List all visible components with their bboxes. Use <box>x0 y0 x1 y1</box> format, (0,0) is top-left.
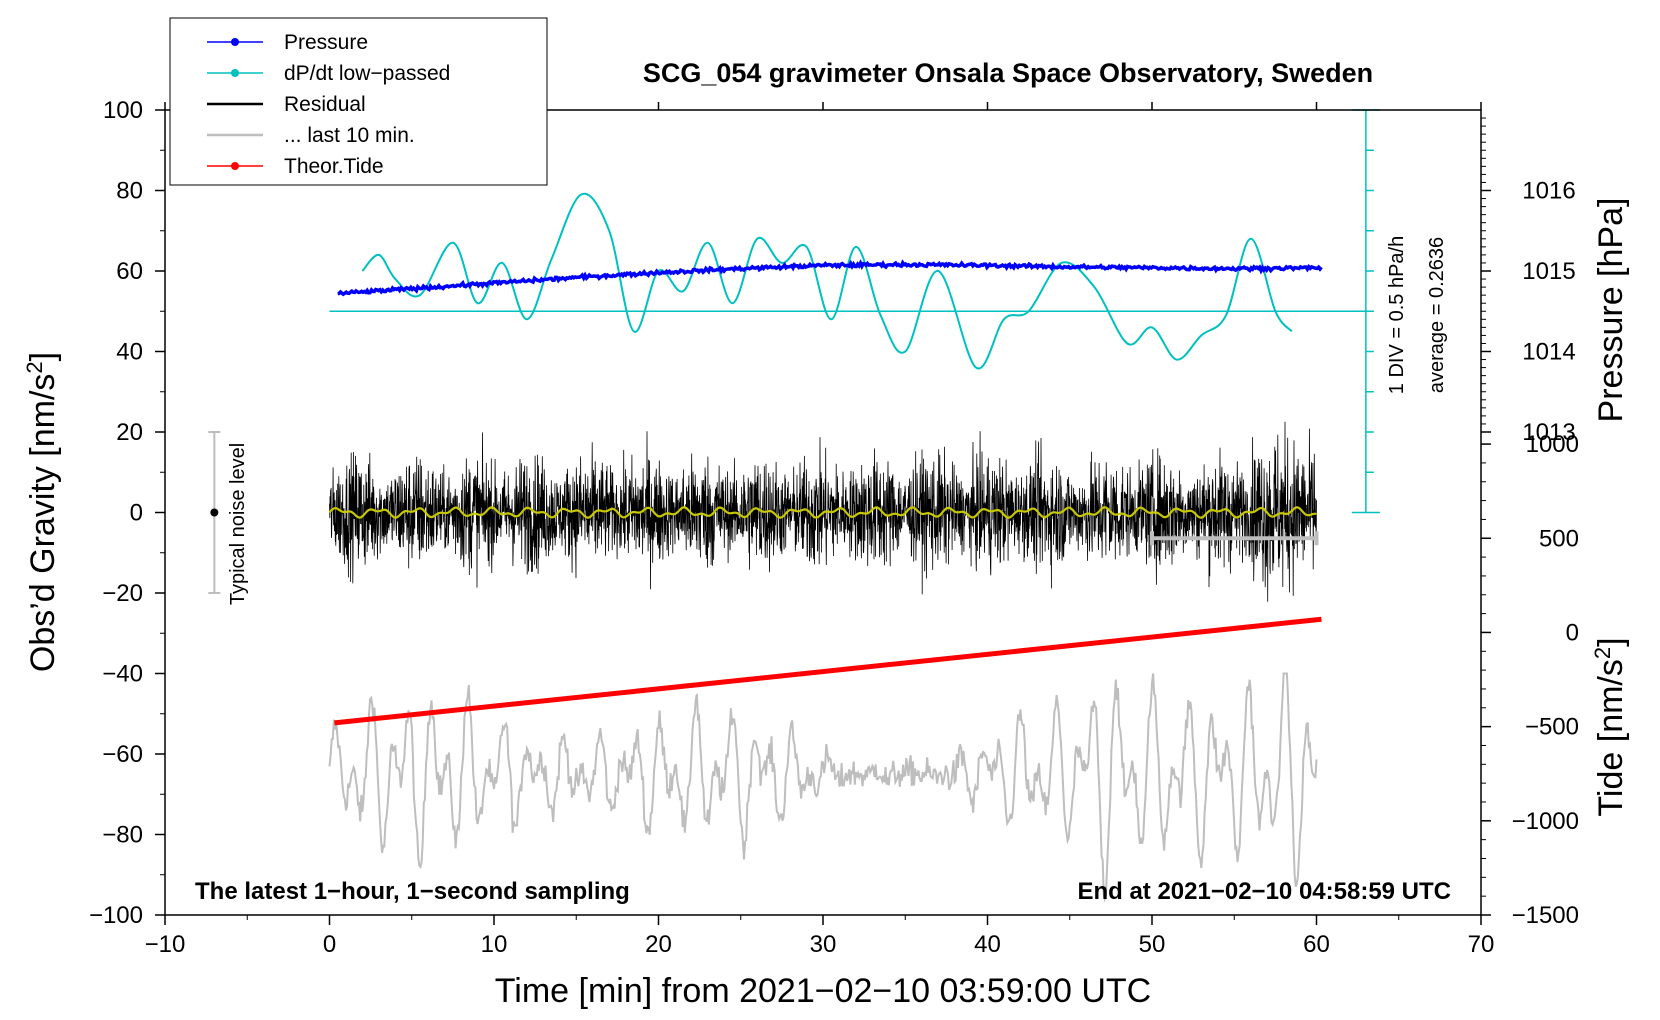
annotation-bottom-right: End at 2021−02−10 04:58:59 UTC <box>1077 878 1451 905</box>
smooth-layer <box>328 506 1317 519</box>
last10-marker <box>1150 531 1319 546</box>
y-left-title-main: Obs’d Gravity [nm/s <box>24 374 62 673</box>
series-layer <box>328 192 1366 903</box>
pressure-tick-label: 1015 <box>1522 258 1575 285</box>
pressure-line <box>337 259 1323 297</box>
residual-layer <box>329 421 1317 602</box>
y-tick-label: −60 <box>102 741 143 768</box>
legend-label: Pressure <box>284 31 368 54</box>
legend-marker <box>231 38 239 46</box>
y-tick-label: 60 <box>116 258 143 285</box>
y-tide-title-main: Tide [nm/s <box>1592 659 1630 816</box>
dpdt-div-label: 1 DIV = 0.5 hPa/h <box>1386 236 1408 394</box>
x-axis-title: Time [min] from 2021−02−10 03:59:00 UTC <box>495 972 1151 1010</box>
residual-smoothed-line <box>328 506 1317 519</box>
tide-tick-label: 500 <box>1539 525 1579 552</box>
legend-marker <box>231 69 239 77</box>
x-tick-label: 0 <box>323 931 336 958</box>
tide-tick-label: −500 <box>1525 714 1579 741</box>
dpdt-layer <box>329 192 1366 370</box>
pressure-tick-label: 1016 <box>1522 178 1575 205</box>
y-tick-label: −80 <box>102 822 143 849</box>
pressure-tick-label: 1014 <box>1522 339 1575 366</box>
tide-tick-label: 1000 <box>1526 431 1579 458</box>
legend-marker <box>231 162 239 170</box>
tide-tick-label: −1000 <box>1512 808 1579 835</box>
y-tick-label: 100 <box>103 97 143 124</box>
legend-label: dP/dt low−passed <box>284 62 450 85</box>
legend-label: Theor.Tide <box>284 155 384 178</box>
x-tick-label: 10 <box>481 931 508 958</box>
last10-layer <box>328 672 1318 903</box>
noise-bar <box>208 431 221 594</box>
tide-tick-label: −1500 <box>1512 902 1579 929</box>
dpdt-line <box>361 192 1293 370</box>
legend-label: ... last 10 min. <box>284 124 415 147</box>
y-tick-label: −20 <box>102 580 143 607</box>
x-tick-label: 20 <box>645 931 672 958</box>
y-left-title-close: ] <box>24 352 62 361</box>
legend: Pressure dP/dt low−passed Residual ... last… <box>169 17 548 186</box>
annotation-bottom-left: The latest 1−hour, 1−second sampling <box>195 878 630 905</box>
tide-layer <box>334 616 1322 726</box>
residual-line <box>329 421 1317 602</box>
y-tick-label: −40 <box>102 661 143 688</box>
y-axis-left-title: Obs’d Gravity [nm/s2] <box>22 352 62 672</box>
x-tick-label: 40 <box>974 931 1001 958</box>
x-tick-label: 30 <box>810 931 837 958</box>
last10-line <box>328 672 1318 903</box>
y-tide-title-close: ] <box>1592 637 1630 646</box>
x-axis: −10 0 10 20 30 40 50 60 70 <box>145 102 1495 958</box>
legend-label: Residual <box>284 93 366 116</box>
chart-title: SCG_054 gravimeter Onsala Space Observat… <box>643 58 1373 88</box>
x-tick-label: 60 <box>1303 931 1330 958</box>
y-tide-title-sup: 2 <box>1590 647 1615 659</box>
y-tick-label: 0 <box>130 500 143 527</box>
y-axis-tide: −1500 −1000 −500 0 500 1000 <box>1481 431 1579 929</box>
pressure-layer <box>337 259 1323 297</box>
legend-entries: Pressure dP/dt low−passed Residual ... last… <box>207 31 450 178</box>
y-left-title-sup: 2 <box>22 361 47 373</box>
x-tick-label: −10 <box>145 931 186 958</box>
y-tick-label: 80 <box>116 178 143 205</box>
y-axis-pressure: 1013 1014 1015 1016 <box>1481 117 1576 446</box>
x-tick-label: 70 <box>1468 931 1495 958</box>
tide-line <box>334 616 1322 726</box>
y-tick-label: 20 <box>116 419 143 446</box>
x-tick-label: 50 <box>1139 931 1166 958</box>
y-axis-left: −100 −80 −60 −40 −20 0 20 40 60 80 100 <box>89 97 165 929</box>
dpdt-average-label: average = 0.2636 <box>1426 237 1448 393</box>
y-axis-tide-title: Tide [nm/s2] <box>1590 637 1630 816</box>
tide-tick-label: 0 <box>1566 619 1579 646</box>
y-tick-label: 40 <box>116 339 143 366</box>
y-tick-label: −100 <box>89 902 143 929</box>
legend-box <box>169 17 548 186</box>
pressure-tick-label: 1013 <box>1522 419 1575 446</box>
noise-bar-label: Typical noise level <box>227 443 249 605</box>
y-axis-pressure-title: Pressure [hPa] <box>1592 198 1630 423</box>
noise-bar-dot <box>210 508 219 517</box>
